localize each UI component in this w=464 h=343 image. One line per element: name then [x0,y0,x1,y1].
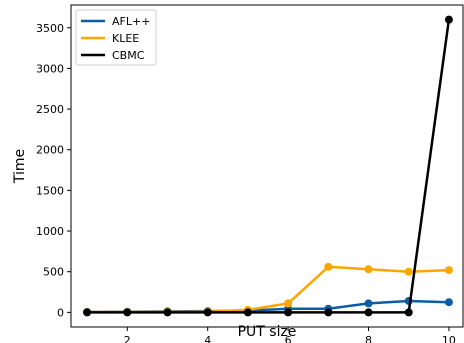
y-tick-label: 1000 [36,225,64,238]
series-cbmc [83,15,453,317]
data-point [444,298,453,307]
data-point [364,299,373,308]
x-tick-label: 10 [442,334,456,343]
series-layer [83,15,453,317]
x-tick-label: 6 [285,334,292,343]
legend-label: KLEE [112,32,139,45]
legend: AFL++ KLEE CBMC [75,9,157,66]
series-line [87,265,449,314]
data-point [163,308,172,317]
data-point [123,308,132,317]
data-point [243,308,252,317]
y-axis: 0 500 1000 1500 2000 2500 3000 3500 [36,22,71,319]
data-point [284,308,293,317]
legend-box [75,9,157,66]
y-axis-label: Time [12,149,28,184]
data-point [364,308,373,317]
data-point [444,15,453,24]
legend-label: AFL++ [112,15,150,28]
data-point [324,308,333,317]
legend-label: CBMC [112,49,145,62]
data-point [83,308,92,317]
x-axis: 2 4 6 8 10 [124,327,456,343]
data-point [324,262,333,271]
data-point [364,265,373,274]
plot-frame [70,4,464,328]
y-tick-label: 3500 [36,22,64,35]
y-tick-label: 2000 [36,144,64,157]
data-point [203,308,212,317]
y-tick-label: 0 [57,306,64,319]
x-tick-label: 2 [124,334,131,343]
data-point [284,299,293,308]
y-tick-label: 3000 [36,62,64,75]
data-point [404,267,413,276]
x-tick-label: 4 [204,334,211,343]
series-klee [83,262,453,317]
y-tick-label: 500 [43,266,64,279]
series-line [87,19,451,314]
y-tick-label: 1500 [36,184,64,197]
data-point [444,266,453,275]
x-tick-label: 8 [365,334,372,343]
x-axis-label: PUT size [238,324,297,340]
data-point [404,308,413,317]
y-tick-label: 2500 [36,103,64,116]
